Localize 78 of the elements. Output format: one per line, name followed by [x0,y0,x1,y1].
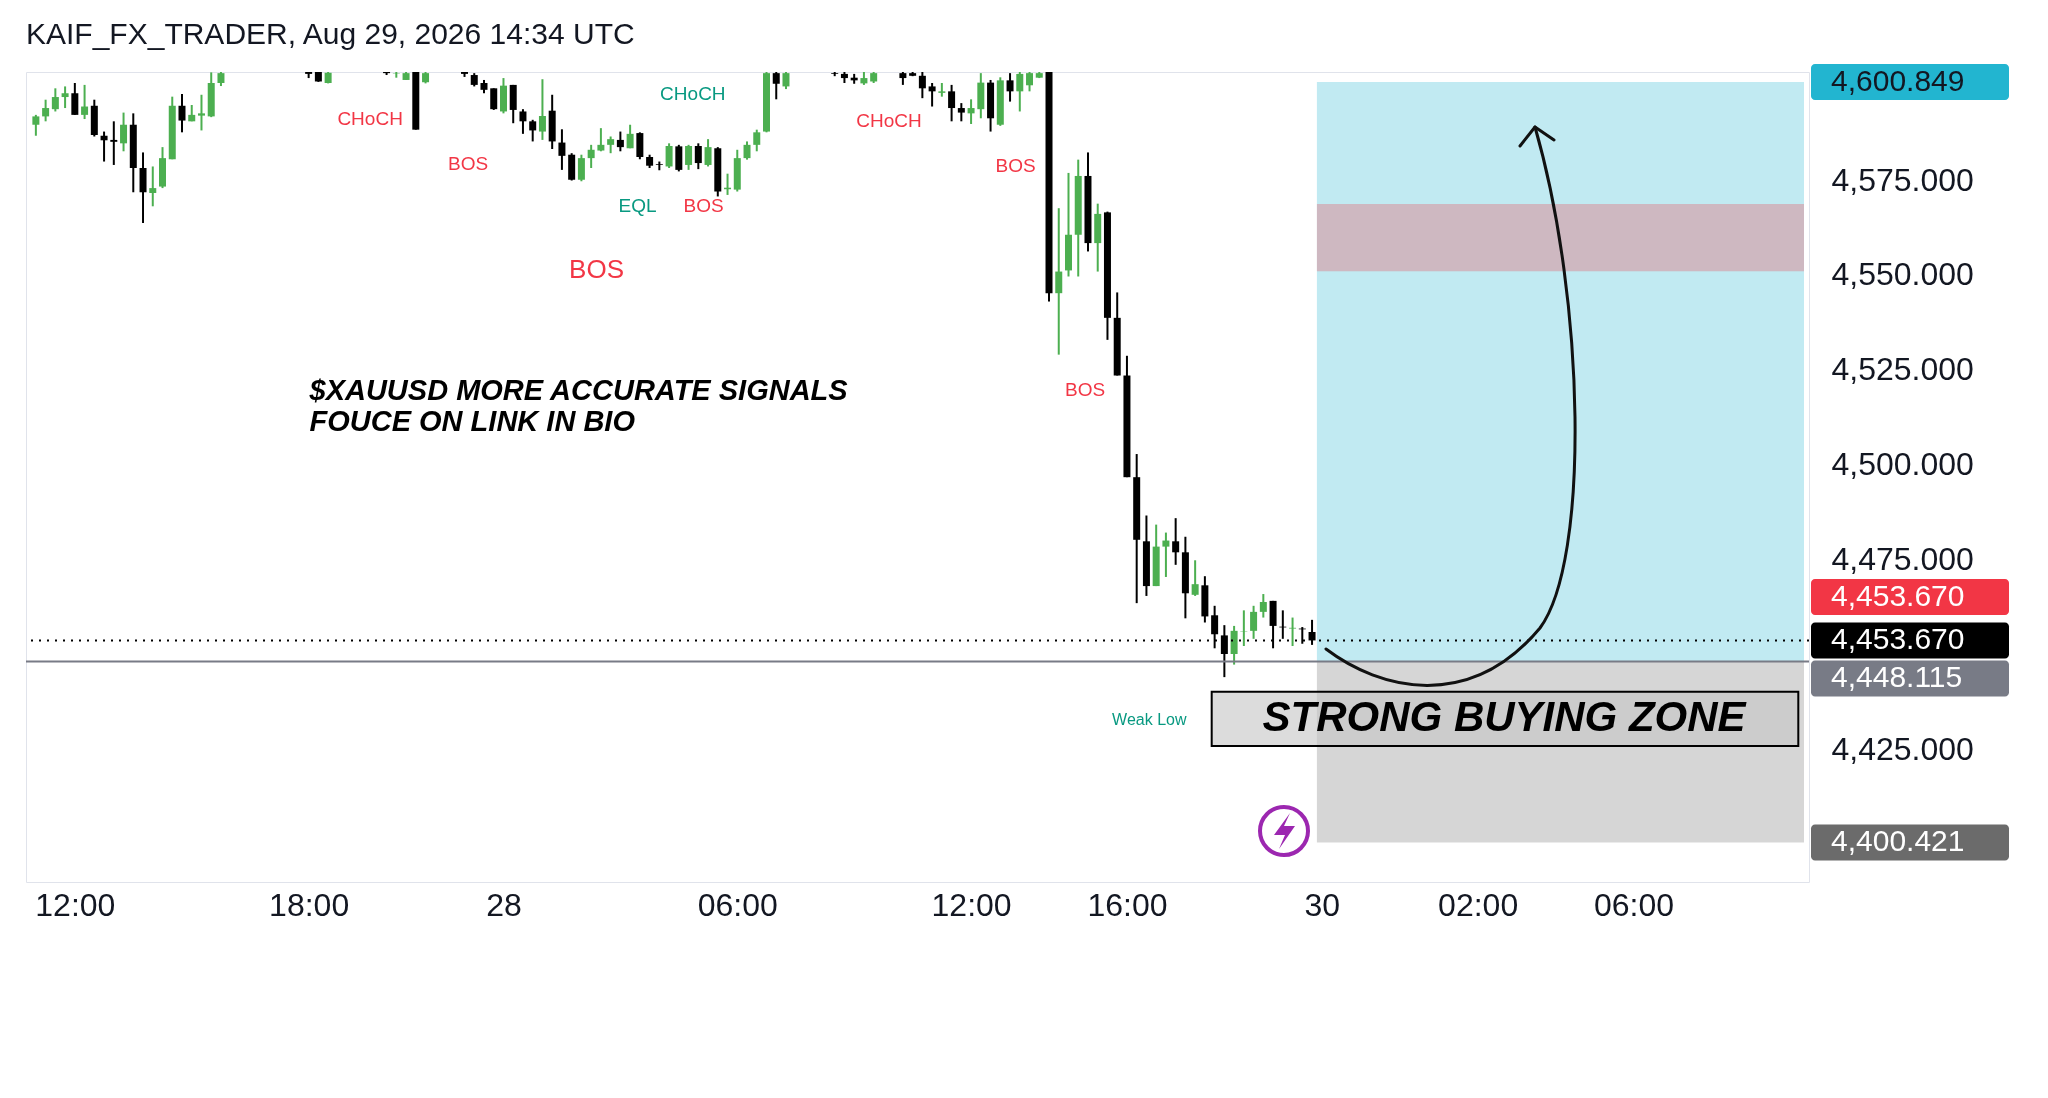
candlestick [32,113,40,137]
y-tick-label: 4,550.000 [1831,256,1974,293]
text: 4,453.670 [1831,578,1965,612]
candlestick [120,111,128,153]
x-tick-label: 06:00 [697,886,778,923]
candlestick [1250,604,1258,640]
y-tick-label: 4,425.000 [1831,730,1974,767]
candlestick [1289,616,1297,648]
candlestick [1026,71,1034,93]
candlestick [197,93,205,132]
candlestick [967,98,975,125]
candlestick [704,138,712,168]
annotation: Weak Low [1112,711,1187,728]
candlestick [1016,71,1024,113]
annotation: STRONG BUYING ZONE [1262,693,1748,741]
x-tick-label: 12:00 [35,886,116,923]
x-tick-label: 28 [486,886,522,923]
band-label: 4,400.421 [1831,824,1965,858]
annotation: FOUCE ON LINK IN BIO [309,404,636,437]
candlestick [675,143,683,173]
candlestick [636,131,644,161]
y-tick-label: 4,475.000 [1831,541,1974,578]
candlestick [1162,531,1170,578]
band-label: 4,600.849 [1831,64,1965,98]
y-tick-label: 4,500.000 [1831,446,1974,483]
candlestick [558,128,566,171]
candlestick [519,108,527,135]
annotation: BOS [995,154,1036,176]
annotation: BOS [448,152,489,174]
candlestick [1055,207,1063,356]
candlestick [149,165,157,208]
x-tick-label: 30 [1304,886,1341,923]
x-tick-label: 02:00 [1438,886,1519,923]
candlestick [81,83,89,121]
y-tick-label: 4,525.000 [1831,351,1974,388]
candlestick [665,142,673,169]
candlestick [490,87,498,111]
candlestick [587,143,595,169]
candlestick [948,83,956,123]
x-tick-label: 18:00 [269,886,350,923]
candlestick [772,71,780,101]
annotation: CHoCH [337,107,403,129]
candlestick [1230,624,1238,666]
ref-line-label: 4,453.670 [1831,622,1965,656]
candlestick [538,78,546,141]
candlestick [753,128,761,153]
annotation: BOS [569,254,625,285]
candlestick [1259,593,1267,619]
candlestick [616,130,624,153]
y-tick-label: 4,575.000 [1831,161,1974,198]
candlestick [577,153,585,183]
candlestick [42,98,50,123]
x-tick-label: 16:00 [1087,886,1168,923]
candlestick [110,120,118,166]
candlestick [1172,517,1180,566]
x-tick-label: 12:00 [931,886,1012,923]
candlestick [694,142,702,171]
annotation: BOS [683,195,724,217]
candlestick [928,82,936,108]
candlestick [743,140,751,161]
x-tick-label: 06:00 [1593,886,1675,923]
candlestick [71,82,79,116]
chart-title: KAIF_FX_TRADER, Aug 29, 2026 14:34 UTC [26,17,635,51]
candlestick [918,71,926,100]
candlestick [685,143,693,171]
candlestick [529,118,537,143]
candlestick [957,102,965,123]
candlestick [51,87,59,113]
candlestick [61,85,69,110]
annotation: $XAUUSD MORE ACCURATE SIGNALS [308,374,849,407]
annotation: BOS [1065,378,1106,400]
candlestick [1191,559,1199,597]
ref-line-label: 4,448.115 [1831,660,1963,694]
annotation: CHoCH [660,82,726,104]
annotation: EQL [618,195,657,217]
candlestick [178,93,186,134]
candlestick [1006,72,1014,103]
annotation: CHoCH [856,109,922,131]
